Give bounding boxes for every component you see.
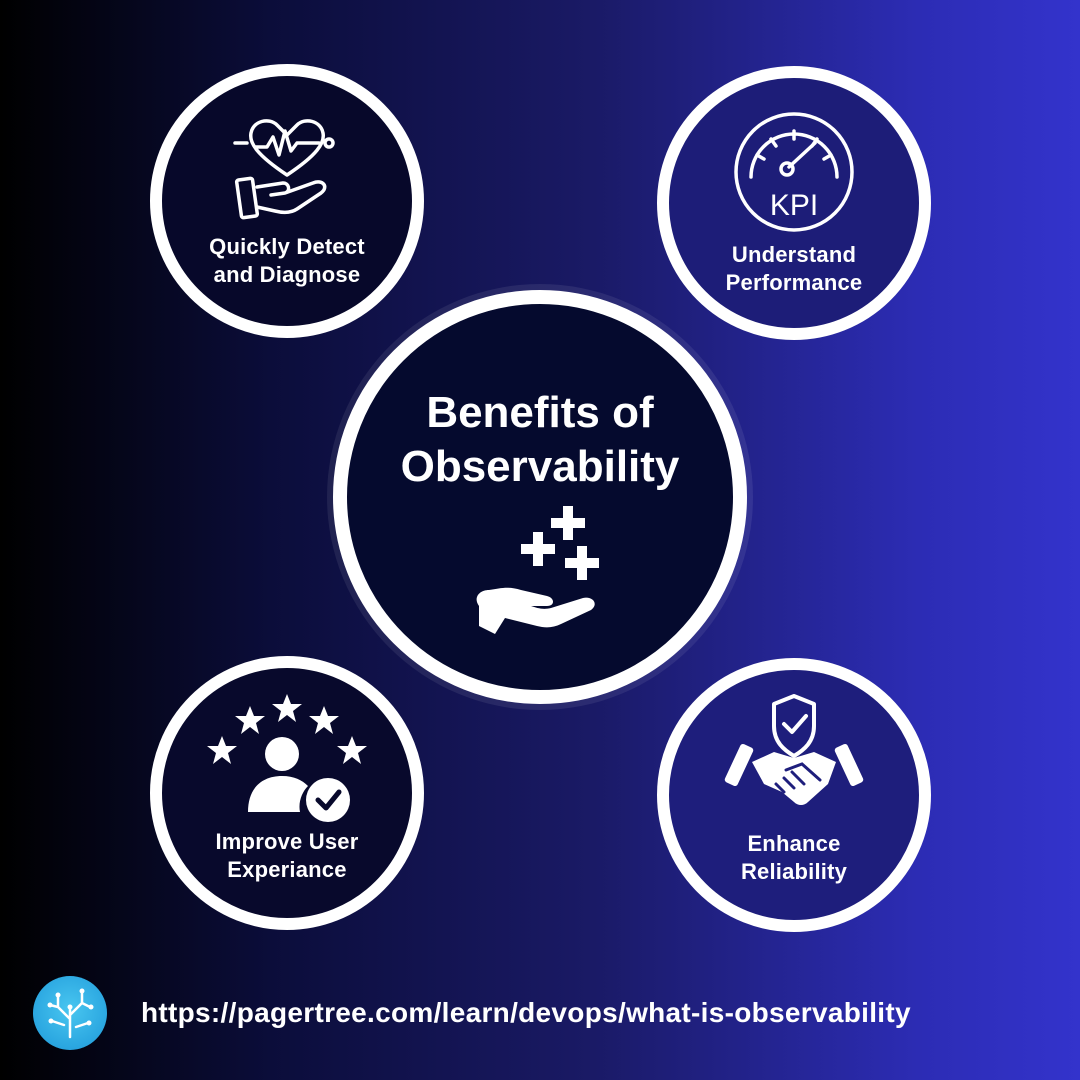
center-benefits-circle: Benefits of Observability	[333, 290, 747, 704]
handshake-shield-icon	[724, 694, 864, 805]
benefit-improve-ux: Improve User Experiance	[150, 656, 424, 930]
benefit-understand-performance: KPI Understand Performance	[657, 66, 931, 340]
hand-plus-icon	[476, 506, 599, 634]
footer: https://pagertree.com/learn/devops/what-…	[33, 976, 911, 1050]
main-title: Benefits of Observability	[400, 388, 680, 491]
benefit-detect-diagnose: Quickly Detect and Diagnose	[150, 64, 424, 338]
source-url[interactable]: https://pagertree.com/learn/devops/what-…	[141, 997, 911, 1028]
user-stars-check-icon	[207, 694, 367, 822]
kpi-gauge-icon: KPI	[734, 112, 854, 232]
pagertree-logo-icon	[33, 976, 107, 1050]
benefit-label: Quickly Detect and Diagnose	[209, 234, 365, 287]
heart-hand-icon	[233, 119, 335, 220]
benefit-enhance-reliability: Enhance Reliability	[657, 658, 931, 932]
benefit-label: Improve User Experiance	[215, 829, 359, 882]
kpi-text: KPI	[770, 189, 818, 222]
benefit-label: Enhance Reliability	[740, 831, 848, 884]
benefit-label: Understand Performance	[725, 242, 863, 295]
